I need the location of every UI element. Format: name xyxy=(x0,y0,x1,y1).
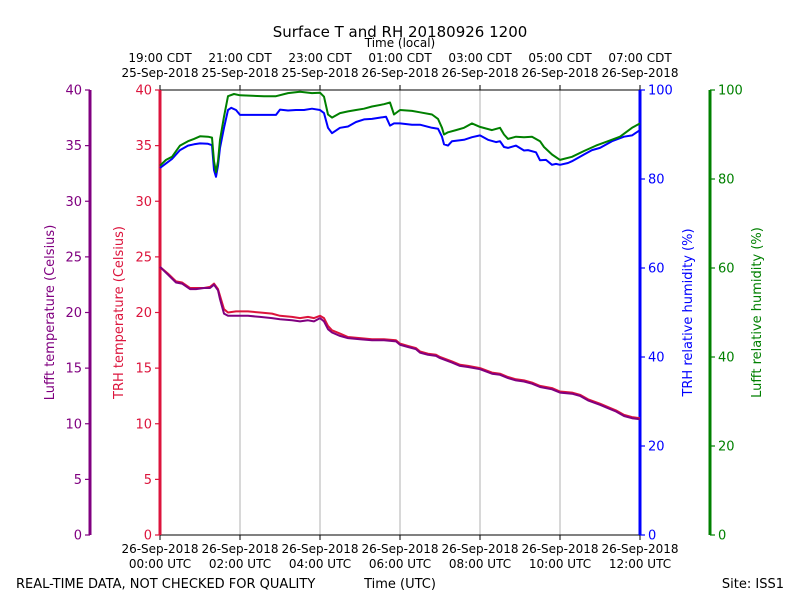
top-axis-tick-label-time: 07:00 CDT xyxy=(608,51,672,65)
bottom-axis-tick-label-time: 02:00 UTC xyxy=(209,557,271,571)
bottom-axis-tick-label-date: 26-Sep-2018 xyxy=(201,542,278,556)
top-axis-tick-label-date: 25-Sep-2018 xyxy=(121,66,198,80)
bottom-axis-tick-label-time: 10:00 UTC xyxy=(529,557,591,571)
bottom-axis-tick-label-date: 26-Sep-2018 xyxy=(601,542,678,556)
trh-temperature-axis-label: TRH temperature (Celsius) xyxy=(112,226,127,400)
top-axis-tick-label-date: 26-Sep-2018 xyxy=(441,66,518,80)
trh-temperature-axis-tick-label: 35 xyxy=(135,139,152,154)
footer-disclaimer: REAL-TIME DATA, NOT CHECKED FOR QUALITY xyxy=(16,577,315,592)
top-axis-tick-label-date: 25-Sep-2018 xyxy=(201,66,278,80)
chart-title: Surface T and RH 20180926 1200 xyxy=(273,23,528,41)
trh-humidity-axis-tick-label: 80 xyxy=(648,173,665,188)
top-axis-tick-label-date: 26-Sep-2018 xyxy=(601,66,678,80)
lufft-temperature-axis-tick-label: 40 xyxy=(65,84,82,99)
lufft-temperature-axis-tick-label: 30 xyxy=(65,195,82,210)
series-line-lufft-rh xyxy=(159,90,641,174)
vertical-gridlines xyxy=(239,90,561,535)
lufft-humidity-axis-tick-label: 40 xyxy=(718,351,735,366)
trh-temperature-axis-tick-label: 15 xyxy=(135,362,152,377)
top-axis-tick-label-time: 05:00 CDT xyxy=(528,51,592,65)
trh-humidity-axis-tick-label: 0 xyxy=(648,529,656,544)
top-axis-tick-label-time: 01:00 CDT xyxy=(368,51,432,65)
lufft-humidity-axis-tick-label: 0 xyxy=(718,529,726,544)
lufft-humidity-axis-tick-label: 100 xyxy=(718,84,743,99)
bottom-axis-tick-label-date: 26-Sep-2018 xyxy=(521,542,598,556)
lufft-temperature-axis-tick-label: 15 xyxy=(65,362,82,377)
trh-temperature-axis-tick-label: 25 xyxy=(135,250,152,265)
top-axis-tick-label-time: 19:00 CDT xyxy=(128,51,192,65)
top-axis-tick-label-date: 26-Sep-2018 xyxy=(521,66,598,80)
bottom-axis-tick-label-time: 06:00 UTC xyxy=(369,557,431,571)
lufft-temperature-axis-label: Lufft temperature (Celsius) xyxy=(43,225,58,401)
trh-humidity-axis-tick-label: 40 xyxy=(648,351,665,366)
trh-humidity-axis-tick-label: 100 xyxy=(648,84,673,99)
top-axis-tick-label-date: 25-Sep-2018 xyxy=(281,66,358,80)
lufft-temperature-axis-tick-label: 25 xyxy=(65,250,82,265)
lufft-humidity-axis-label: Lufft relative humidity (%) xyxy=(750,227,765,398)
bottom-axis-tick-label-date: 26-Sep-2018 xyxy=(441,542,518,556)
top-axis-tick-label-time: 03:00 CDT xyxy=(448,51,512,65)
bottom-axis-tick-label-time: 04:00 UTC xyxy=(289,557,351,571)
bottom-axis-tick-label-date: 26-Sep-2018 xyxy=(121,542,198,556)
bottom-axis-tick-label-time: 08:00 UTC xyxy=(449,557,511,571)
bottom-axis-tick-label-date: 26-Sep-2018 xyxy=(281,542,358,556)
bottom-axis-tick-label-time: 00:00 UTC xyxy=(129,557,191,571)
lufft-temperature-axis-tick-label: 0 xyxy=(74,529,82,544)
trh-temperature-axis-tick-label: 0 xyxy=(144,529,152,544)
trh-humidity-axis-tick-label: 60 xyxy=(648,262,665,277)
lufft-humidity-axis-tick-label: 80 xyxy=(718,173,735,188)
lufft-temperature-axis-tick-label: 5 xyxy=(74,473,82,488)
lufft-temperature-axis-tick-label: 35 xyxy=(65,139,82,154)
series-line-lufft-temp xyxy=(159,266,641,421)
top-axis-tick-label-time: 23:00 CDT xyxy=(288,51,352,65)
footer-time-label: Time (UTC) xyxy=(363,577,436,592)
top-axis-tick-label-time: 21:00 CDT xyxy=(208,51,272,65)
trh-humidity-axis-tick-label: 20 xyxy=(648,440,665,455)
lufft-humidity-axis-tick-label: 20 xyxy=(718,440,735,455)
top-axis-label: Time (local) xyxy=(364,36,436,50)
trh-temperature-axis-tick-label: 30 xyxy=(135,195,152,210)
bottom-axis-tick-label-time: 12:00 UTC xyxy=(609,557,671,571)
footer-site-label: Site: ISS1 xyxy=(722,577,784,592)
series-line-trh-rh xyxy=(159,106,641,178)
trh-temperature-axis-tick-label: 5 xyxy=(144,473,152,488)
trh-temperature-axis-tick-label: 20 xyxy=(135,306,152,321)
lufft-temperature-axis-tick-label: 10 xyxy=(65,417,82,432)
trh-temperature-axis-tick-label: 10 xyxy=(135,417,152,432)
lufft-humidity-axis-tick-label: 60 xyxy=(718,262,735,277)
trh-temperature-axis-tick-label: 40 xyxy=(135,84,152,99)
bottom-axis-tick-label-date: 26-Sep-2018 xyxy=(361,542,438,556)
top-axis-tick-label-date: 26-Sep-2018 xyxy=(361,66,438,80)
trh-humidity-axis-label: TRH relative humidity (%) xyxy=(681,228,696,397)
data-series xyxy=(159,90,641,421)
lufft-temperature-axis-tick-label: 20 xyxy=(65,306,82,321)
